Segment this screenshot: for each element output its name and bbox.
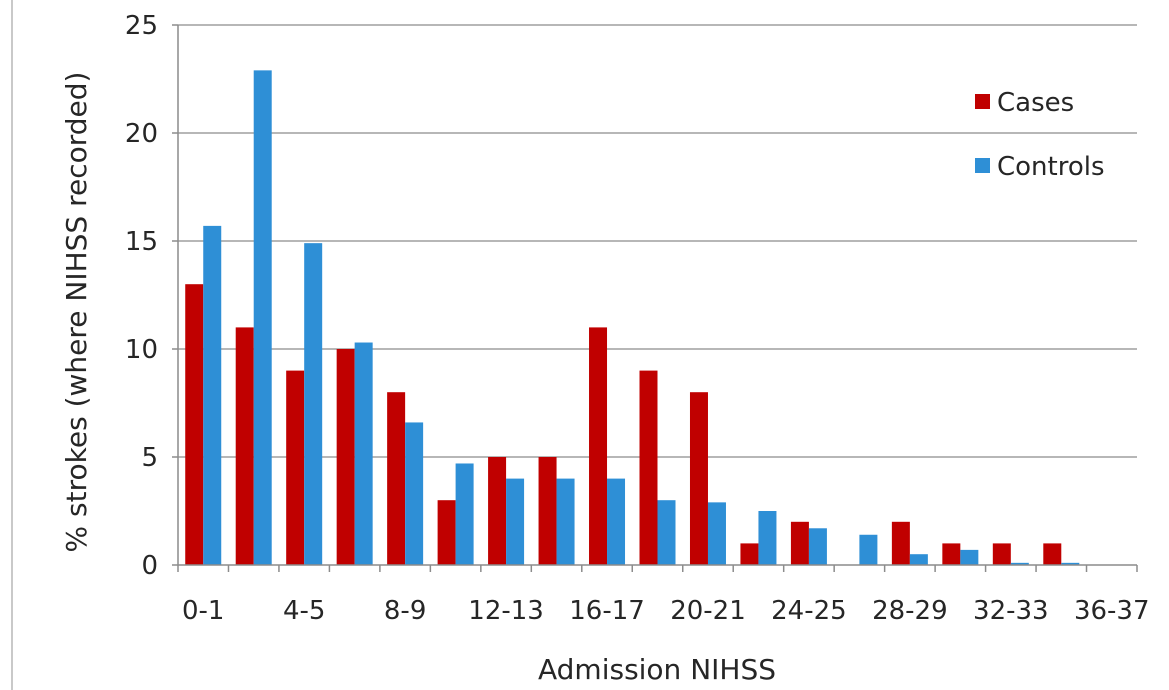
x-tick-labels: 0-1 4-5 8-9 12-13 16-17 20-21 24-25 28-29 32-33 3…: [182, 596, 1150, 626]
x-tick-label: 8-9: [384, 596, 426, 626]
x-tick-label: 20-21: [670, 596, 746, 626]
axes: [172, 24, 1138, 572]
x-tick-label: 16-17: [569, 596, 645, 626]
bar-controls-34-35: [1061, 562, 1080, 565]
y-tick-labels: 0 5 10 15 20 25: [125, 11, 158, 581]
x-tick-label: 12-13: [468, 596, 544, 626]
bars: [185, 70, 1080, 566]
legend-swatch-controls: [975, 158, 990, 173]
bar-cases-24-25: [790, 521, 809, 565]
bar-cases-6-7: [336, 349, 355, 565]
bar-cases-10-11: [437, 500, 456, 565]
x-tick-label: 4-5: [283, 596, 325, 626]
legend-swatch-cases: [975, 94, 990, 109]
x-tick-label: 32-33: [973, 596, 1049, 626]
bar-cases-4-5: [286, 370, 305, 565]
bar-controls-20-21: [707, 502, 726, 565]
y-tick-label: 5: [141, 443, 158, 473]
bar-controls-6-7: [354, 342, 373, 565]
bar-controls-8-9: [405, 422, 424, 565]
y-axis-label: % strokes (where NIHSS recorded): [60, 72, 93, 553]
y-tick-label: 20: [125, 119, 158, 149]
left-border-line: [11, 0, 13, 690]
y-tick-label: 15: [125, 227, 158, 257]
bar-cases-16-17: [589, 327, 608, 565]
bar-cases-32-33: [992, 543, 1011, 565]
bar-cases-28-29: [891, 521, 910, 565]
y-tick-label: 10: [125, 335, 158, 365]
bar-cases-20-21: [689, 392, 708, 565]
bar-cases-18-19: [639, 370, 658, 565]
bar-cases-8-9: [387, 392, 406, 565]
bar-controls-30-31: [960, 549, 979, 565]
bar-controls-12-13: [506, 478, 525, 565]
bar-cases-34-35: [1043, 543, 1062, 565]
bar-controls-28-29: [909, 554, 928, 565]
bar-cases-0-1: [185, 284, 204, 565]
bar-controls-0-1: [203, 225, 222, 565]
bar-cases-14-15: [538, 457, 557, 565]
bar-controls-22-23: [758, 511, 777, 565]
bar-controls-2-3: [253, 70, 272, 566]
bar-controls-10-11: [455, 463, 474, 565]
legend-label-cases: Cases: [997, 88, 1074, 118]
bar-cases-30-31: [942, 543, 961, 565]
bar-cases-22-23: [740, 543, 759, 565]
x-tick-label: 36-37: [1074, 596, 1150, 626]
bar-controls-16-17: [607, 478, 626, 565]
bar-cases-12-13: [488, 457, 507, 565]
x-tick-label: 0-1: [182, 596, 224, 626]
y-tick-label: 0: [141, 551, 158, 581]
bar-controls-14-15: [556, 478, 575, 565]
bar-controls-4-5: [304, 243, 323, 565]
legend: Cases Controls: [975, 88, 1105, 182]
bar-controls-32-33: [1010, 562, 1029, 565]
bar-cases-2-3: [235, 327, 254, 565]
bar-controls-26-27: [859, 534, 878, 565]
bar-controls-24-25: [808, 528, 827, 565]
x-axis-label: Admission NIHSS: [538, 653, 776, 686]
bar-controls-18-19: [657, 500, 676, 565]
y-tick-label: 25: [125, 11, 158, 41]
x-tick-label: 24-25: [771, 596, 847, 626]
legend-label-controls: Controls: [997, 152, 1105, 182]
x-tick-label: 28-29: [872, 596, 948, 626]
